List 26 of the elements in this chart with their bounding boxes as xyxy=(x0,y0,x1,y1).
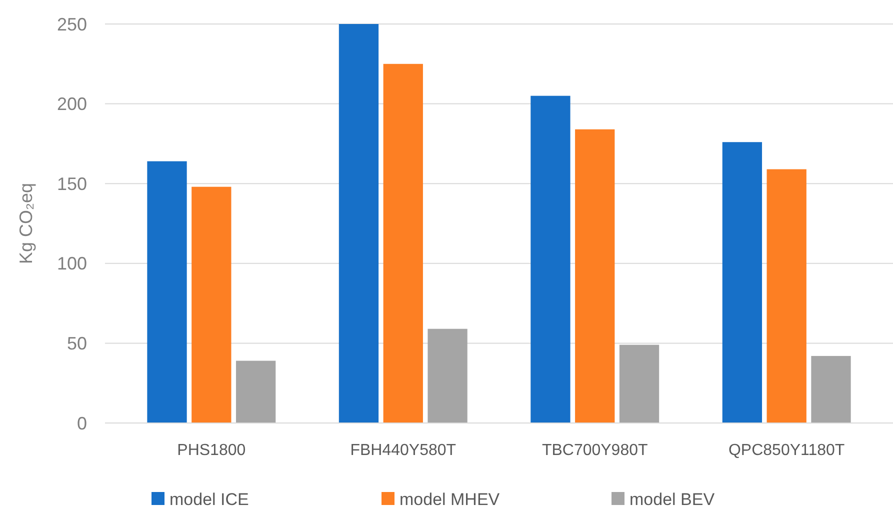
bar xyxy=(147,161,187,423)
y-axis-title: Kg CO₂eq xyxy=(16,182,36,264)
bar xyxy=(722,142,762,423)
bar xyxy=(236,360,276,423)
bar xyxy=(766,169,806,423)
bar xyxy=(428,328,468,423)
legend-label: model ICE xyxy=(170,490,249,509)
x-tick-label: FBH440Y580T xyxy=(350,442,456,459)
y-tick-label: 0 xyxy=(76,413,87,434)
x-tick-label: PHS1800 xyxy=(177,442,246,459)
bar xyxy=(811,356,851,423)
bar xyxy=(619,344,660,423)
y-tick-label: 100 xyxy=(56,254,87,274)
legend-label: model BEV xyxy=(630,490,716,509)
bar xyxy=(530,96,570,423)
x-tick-label: QPC850Y1180T xyxy=(728,442,845,459)
y-tick-label: 250 xyxy=(56,14,87,34)
bar xyxy=(338,24,379,423)
y-tick-label: 200 xyxy=(56,94,87,114)
y-tick-label: 150 xyxy=(56,174,87,194)
bar xyxy=(383,64,423,423)
x-tick-label: TBC700Y980T xyxy=(542,442,648,459)
legend-label: model MHEV xyxy=(400,490,500,509)
bar xyxy=(575,129,615,423)
y-tick-label: 50 xyxy=(66,334,87,354)
bar xyxy=(192,186,232,423)
